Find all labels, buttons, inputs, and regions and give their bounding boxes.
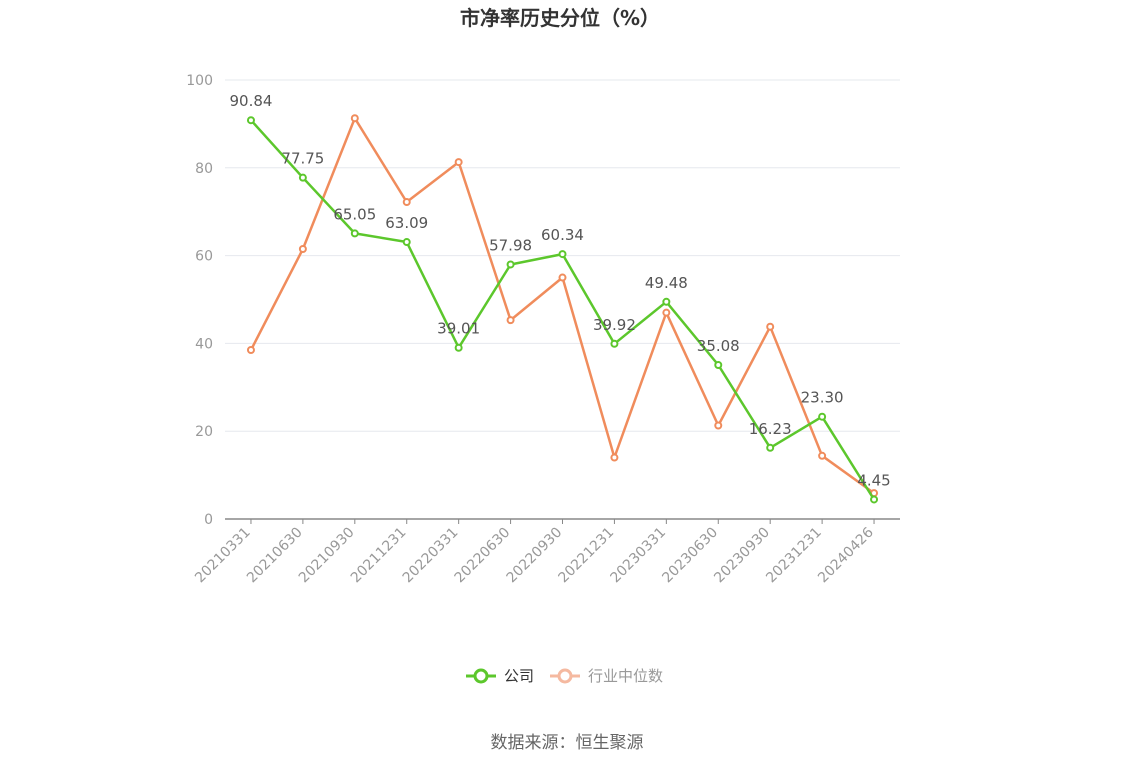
data-label: 39.92	[593, 316, 636, 334]
legend-circle-icon	[473, 668, 489, 684]
x-tick-label: 20230331	[607, 525, 669, 587]
x-tick-label: 20220930	[504, 525, 566, 587]
source-note: 数据来源：恒生聚源	[491, 733, 644, 753]
data-label: 49.48	[645, 274, 688, 292]
y-tick-label: 40	[195, 336, 213, 352]
series-1-point	[298, 245, 307, 254]
legend: 公司 行业中位数	[466, 667, 663, 685]
series-0-point	[246, 116, 255, 125]
x-tick-label: 20240426	[815, 524, 877, 586]
data-label: 57.98	[489, 236, 532, 254]
data-label: 39.01	[437, 320, 480, 338]
series-0-point	[454, 343, 463, 352]
y-tick-label: 100	[186, 73, 213, 89]
series-0-point	[298, 173, 307, 182]
y-tick-label: 0	[204, 512, 213, 528]
data-label: 35.08	[697, 337, 740, 355]
series-1-point	[246, 345, 255, 354]
series-1-point	[402, 198, 411, 207]
series-0-point	[350, 229, 359, 238]
series-1-point	[818, 451, 827, 460]
series-1-point	[454, 158, 463, 167]
x-tick-label: 20211231	[348, 525, 410, 587]
data-label: 60.34	[541, 226, 584, 244]
series-0-point	[766, 443, 775, 452]
y-tick-label: 60	[195, 249, 213, 265]
data-label: 4.45	[857, 471, 890, 489]
series-1-point	[350, 114, 359, 123]
series-0-point	[870, 495, 879, 504]
legend-circle-icon	[557, 668, 573, 684]
y-tick-label: 80	[195, 161, 213, 177]
series-0-point	[402, 238, 411, 247]
data-label: 23.30	[801, 389, 844, 407]
data-labels: 90.84 77.75 65.05 63.09 39.01 57.98 60.34 39.92…	[229, 92, 890, 489]
series-layer	[246, 114, 879, 504]
data-label: 16.23	[749, 420, 792, 438]
x-tick-label: 20220630	[452, 525, 514, 587]
series-0-point	[506, 260, 515, 269]
chart-title: 市净率历史分位（%）	[460, 6, 660, 30]
series-0-point	[610, 339, 619, 348]
series-1-point	[766, 322, 775, 331]
series-1-point	[662, 308, 671, 317]
x-tick-label: 20230930	[711, 525, 773, 587]
series-1-point	[558, 273, 567, 282]
x-tick-label: 20210331	[192, 525, 254, 587]
legend-label: 公司	[504, 667, 534, 685]
series-1-point	[506, 316, 515, 325]
x-tick-label: 20210930	[296, 525, 358, 587]
data-label: 65.05	[333, 205, 376, 223]
legend-item-0[interactable]: 公司	[466, 667, 534, 685]
data-label: 77.75	[281, 150, 324, 168]
data-label: 63.09	[385, 214, 428, 232]
y-tick-label: 20	[195, 424, 213, 440]
legend-item-1[interactable]: 行业中位数	[550, 667, 663, 685]
series-0-point	[662, 297, 671, 306]
series-0-point	[558, 250, 567, 259]
x-tick-label: 20231231	[763, 525, 825, 587]
series-0-point	[714, 360, 723, 369]
x-tick-label: 20221231	[556, 525, 618, 587]
series-1-point	[610, 453, 619, 462]
series-0-point	[818, 412, 827, 421]
x-tick-label: 20210630	[244, 525, 306, 587]
data-label: 90.84	[229, 92, 272, 110]
x-tick-label: 20230630	[659, 525, 721, 587]
legend-label: 行业中位数	[588, 667, 663, 685]
series-1-point	[714, 421, 723, 430]
series-line-0	[250, 119, 876, 501]
x-tick-label: 20220331	[400, 525, 462, 587]
